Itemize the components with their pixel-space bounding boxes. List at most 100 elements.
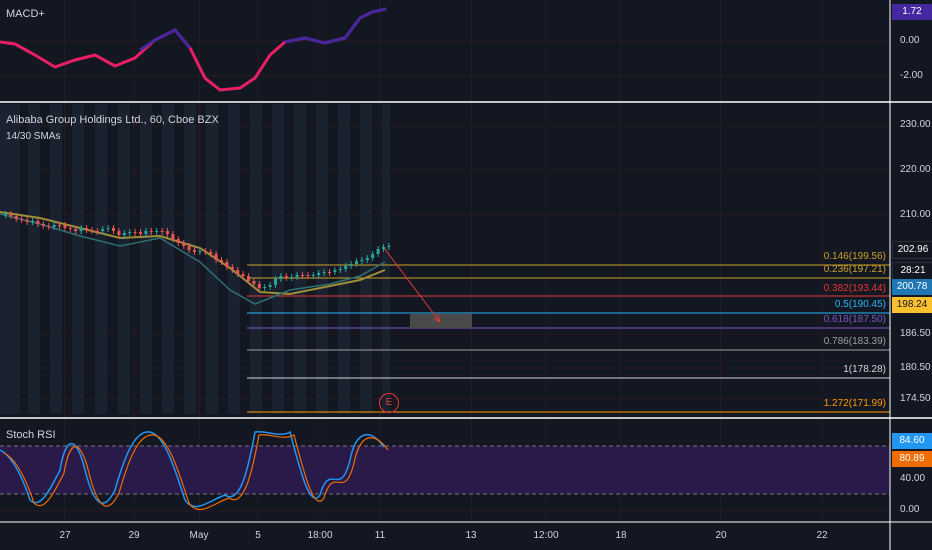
candle-body — [68, 228, 72, 229]
session-band — [382, 104, 390, 414]
projection-arrow — [383, 247, 441, 323]
candle-body — [90, 230, 94, 231]
candle-body — [306, 275, 310, 276]
price-axis-label: 220.00 — [900, 164, 931, 175]
stoch-k-tag: 84.60 — [892, 433, 932, 449]
last-price-tag: 202.96 — [892, 241, 932, 259]
candle-body — [117, 231, 121, 235]
candle-body — [220, 260, 223, 262]
candle-body — [365, 258, 369, 260]
price-axis-label: 186.50 — [900, 328, 931, 339]
candle-body — [257, 284, 261, 288]
session-band — [184, 104, 196, 414]
candle-body — [112, 228, 115, 231]
event-marker-e[interactable]: E — [379, 393, 399, 413]
candle-body — [252, 281, 256, 284]
candle-body — [279, 276, 283, 279]
session-band — [28, 104, 40, 414]
candle-body — [322, 272, 326, 273]
macd-series-up — [139, 28, 192, 52]
price-axis-label: 174.50 — [900, 393, 931, 404]
time-axis-label: 18 — [615, 530, 627, 541]
fib-level-label: 0.618(187.50) — [823, 314, 886, 325]
candle-body — [328, 272, 331, 273]
candle-body — [4, 214, 7, 215]
price-axis-label: 180.50 — [900, 362, 931, 373]
stoch-k-line — [0, 430, 385, 508]
sma-30-tag: 198.24 — [892, 297, 932, 313]
candle-body — [311, 275, 315, 276]
stoch-axis-label: 40.00 — [900, 473, 926, 484]
candle-body — [247, 276, 250, 281]
price-axis-label: 210.00 — [900, 209, 931, 220]
candle-body — [295, 275, 299, 277]
candle-body — [376, 249, 380, 254]
stoch-axis-label: 0.00 — [900, 504, 920, 515]
time-axis-label: 29 — [128, 530, 140, 541]
session-band — [294, 104, 306, 414]
candle-body — [36, 221, 40, 224]
candle-body — [230, 267, 234, 270]
candle-body — [176, 239, 180, 243]
session-band — [338, 104, 350, 414]
candle-body — [133, 232, 137, 233]
countdown-tag: 28:21 — [892, 262, 932, 280]
candle-body — [171, 234, 175, 239]
candle-body — [284, 276, 288, 278]
candle-body — [349, 264, 353, 266]
candle-body — [122, 233, 126, 235]
candle-body — [209, 252, 213, 254]
time-axis-label: 20 — [715, 530, 727, 541]
fib-level-label: 0.786(183.39) — [823, 336, 886, 347]
candle-body — [139, 232, 142, 234]
candle-body — [41, 224, 45, 226]
session-band — [72, 104, 84, 414]
candle-body — [338, 269, 342, 270]
candle-body — [52, 225, 56, 227]
time-axis-label: 18:00 — [307, 530, 333, 541]
session-band — [140, 104, 152, 414]
time-axis-label: 12:00 — [533, 530, 559, 541]
sma-14-tag: 200.78 — [892, 279, 932, 295]
time-axis-label: 27 — [59, 530, 71, 541]
candle-body — [382, 247, 385, 249]
candle-body — [290, 277, 294, 278]
candle-body — [166, 231, 169, 234]
candle-body — [241, 274, 245, 276]
candle-body — [387, 246, 391, 247]
candle-body — [268, 285, 272, 287]
candle-body — [355, 261, 358, 264]
candle-body — [74, 229, 78, 231]
session-band — [316, 104, 328, 414]
stoch-rsi-title: Stoch RSI — [6, 429, 56, 441]
candle-body — [301, 275, 304, 276]
candle-body — [160, 231, 164, 232]
candle-body — [47, 226, 51, 227]
stoch-d-line — [3, 434, 389, 510]
macd-axis-label: 0.00 — [900, 35, 920, 46]
candle-body — [25, 220, 29, 222]
session-band — [118, 104, 130, 414]
candle-body — [155, 231, 159, 232]
stoch-d-tag: 80.89 — [892, 451, 932, 467]
macd-last-value-tag: 1.72 — [892, 4, 932, 20]
candle-body — [225, 262, 229, 267]
session-band — [206, 104, 218, 414]
fib-level-label: 0.146(199.56) — [823, 251, 886, 262]
price-panel-subtitle: 14/30 SMAs — [6, 131, 61, 142]
session-band — [272, 104, 284, 414]
session-band — [95, 104, 107, 414]
candle-body — [236, 270, 240, 274]
candle-body — [128, 232, 132, 233]
session-band — [228, 104, 240, 414]
time-axis-label: 11 — [374, 530, 386, 541]
candle-body — [63, 225, 67, 228]
session-band — [250, 104, 262, 414]
candle-body — [371, 254, 375, 258]
time-axis-label: May — [189, 530, 209, 541]
time-axis-label: 13 — [465, 530, 477, 541]
candle-body — [9, 214, 13, 216]
candle-body — [85, 228, 88, 230]
candle-body — [182, 243, 186, 246]
